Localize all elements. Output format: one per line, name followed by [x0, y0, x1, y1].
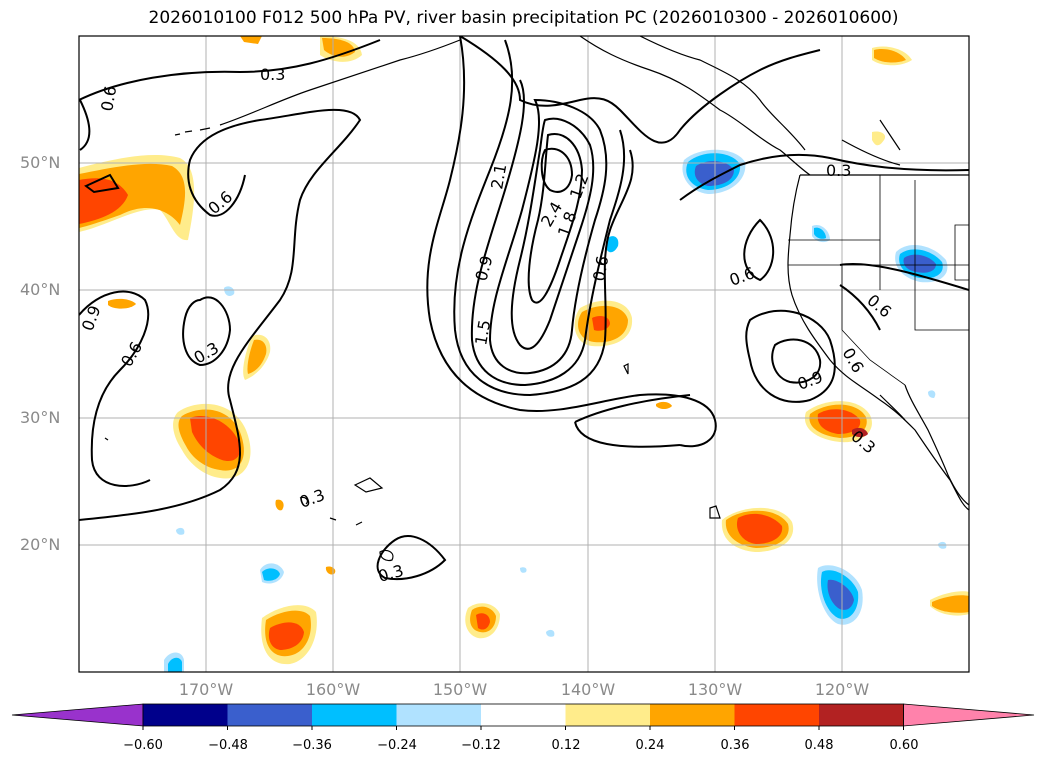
- lon-label: 140°W: [560, 680, 616, 699]
- colorbar-tick-label: −0.48: [208, 738, 248, 753]
- colorbar: [11, 703, 1035, 730]
- colorbar-tick-label: 0.48: [804, 738, 834, 753]
- lat-label: 50°N: [20, 153, 61, 172]
- colorbar-tick-label: 0.24: [635, 738, 665, 753]
- colorbar-bin: [650, 704, 735, 726]
- colorbar-bin: [481, 704, 566, 726]
- colorbar-bin: [227, 704, 313, 726]
- lon-label: 170°W: [178, 680, 234, 699]
- map-background: [79, 36, 969, 672]
- contour-label: 2.1: [487, 162, 510, 190]
- pv-contours: [79, 36, 969, 581]
- colorbar-tick-label: 0.12: [551, 738, 581, 753]
- lat-label: 20°N: [20, 535, 61, 554]
- colorbar-tick-label: −0.12: [461, 738, 501, 753]
- figure-title: 2026010100 F012 500 hPa PV, river basin …: [148, 8, 899, 28]
- colorbar-tick-label: −0.36: [292, 738, 332, 753]
- lat-label: 40°N: [20, 280, 61, 299]
- precip-negative-patches: [164, 149, 948, 672]
- colorbar-bin: [312, 704, 397, 726]
- colorbar-bin: [396, 704, 482, 726]
- contour-label: 0.3: [260, 65, 285, 84]
- colorbar-tick-label: −0.24: [377, 738, 417, 753]
- colorbar-tick-label: 0.36: [720, 738, 750, 753]
- colorbar-bin: [734, 704, 820, 726]
- colorbar-bin: [819, 704, 904, 726]
- colorbar-outline: [142, 703, 904, 727]
- colorbar-tick-label: −0.60: [123, 738, 163, 753]
- lon-label: 150°W: [432, 680, 488, 699]
- lon-label: 130°W: [687, 680, 743, 699]
- lon-label: 160°W: [305, 680, 361, 699]
- coastlines: [104, 36, 969, 562]
- contour-label: 0.6: [97, 84, 120, 112]
- map-frame: [78, 35, 970, 673]
- contour-label: 0.6: [589, 254, 612, 282]
- colorbar-tick-label: 0.60: [889, 738, 919, 753]
- gridlines: [79, 36, 969, 672]
- colorbar-bin: [143, 704, 228, 726]
- colorbar-extend-min: [11, 703, 144, 727]
- contour-label: 1.5: [471, 318, 494, 346]
- contour-label: 0.3: [826, 161, 851, 180]
- lon-label: 120°W: [814, 680, 870, 699]
- colorbar-bin: [565, 704, 651, 726]
- colorbar-extend-max: [903, 703, 1035, 727]
- lat-label: 30°N: [20, 408, 61, 427]
